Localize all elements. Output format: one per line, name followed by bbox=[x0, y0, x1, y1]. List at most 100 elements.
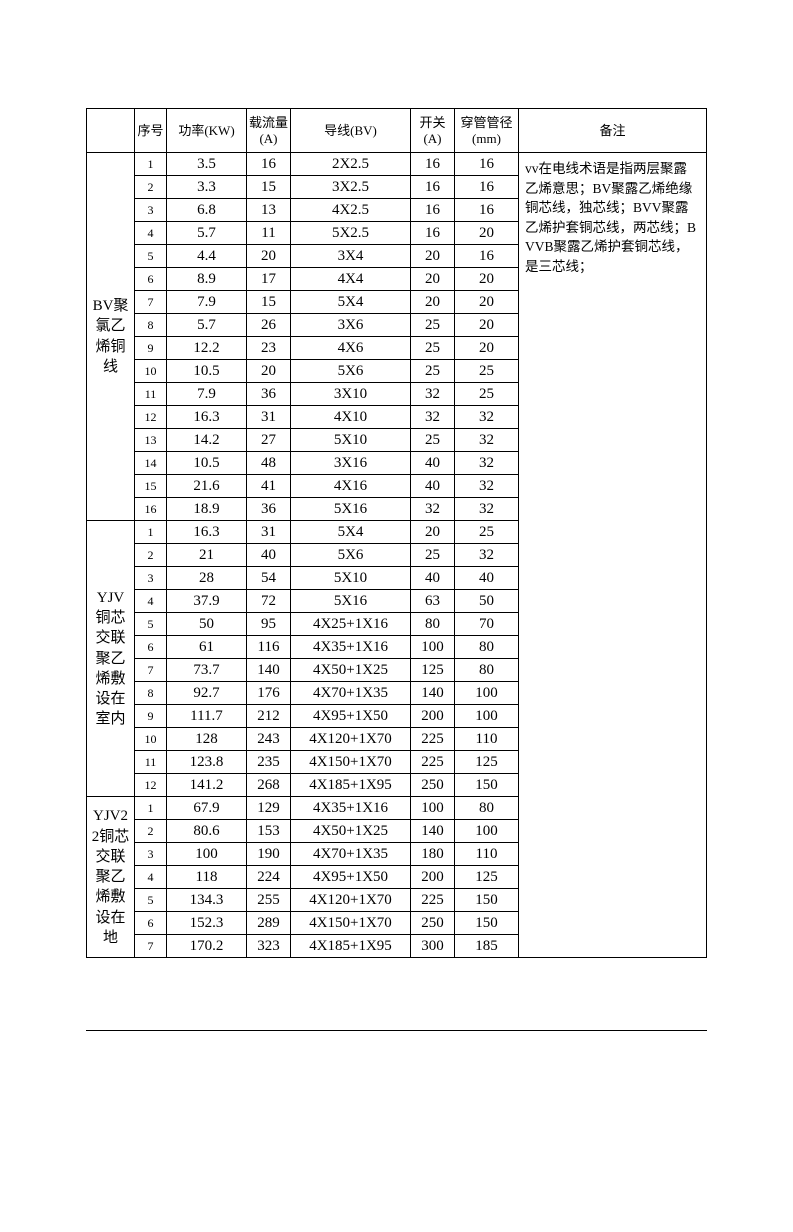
cell-pipe: 32 bbox=[455, 498, 519, 521]
cell-switch: 25 bbox=[411, 337, 455, 360]
cell-switch: 80 bbox=[411, 613, 455, 636]
cell-wire: 3X6 bbox=[291, 314, 411, 337]
cell-wire: 4X35+1X16 bbox=[291, 636, 411, 659]
cell-power: 21.6 bbox=[167, 475, 247, 498]
cell-ampacity: 15 bbox=[247, 176, 291, 199]
cell-ampacity: 323 bbox=[247, 935, 291, 958]
cell-seq: 6 bbox=[135, 912, 167, 935]
cell-wire: 4X95+1X50 bbox=[291, 866, 411, 889]
cell-pipe: 150 bbox=[455, 889, 519, 912]
cell-wire: 3X2.5 bbox=[291, 176, 411, 199]
cell-seq: 4 bbox=[135, 590, 167, 613]
cell-pipe: 32 bbox=[455, 475, 519, 498]
cell-seq: 10 bbox=[135, 360, 167, 383]
cell-switch: 250 bbox=[411, 912, 455, 935]
cell-wire: 4X95+1X50 bbox=[291, 705, 411, 728]
header-power: 功率(KW) bbox=[167, 109, 247, 153]
cell-pipe: 110 bbox=[455, 843, 519, 866]
cell-power: 3.5 bbox=[167, 153, 247, 176]
cell-power: 18.9 bbox=[167, 498, 247, 521]
cell-ampacity: 23 bbox=[247, 337, 291, 360]
cell-switch: 32 bbox=[411, 498, 455, 521]
cell-ampacity: 27 bbox=[247, 429, 291, 452]
cell-seq: 1 bbox=[135, 797, 167, 820]
cell-power: 7.9 bbox=[167, 291, 247, 314]
cable-spec-table: 序号 功率(KW) 载流量(A) 导线(BV) 开关(A) 穿管管径(mm) 备… bbox=[86, 108, 707, 958]
cell-power: 10.5 bbox=[167, 360, 247, 383]
cell-switch: 25 bbox=[411, 544, 455, 567]
cell-pipe: 16 bbox=[455, 245, 519, 268]
cell-pipe: 16 bbox=[455, 153, 519, 176]
cell-pipe: 25 bbox=[455, 521, 519, 544]
cell-ampacity: 255 bbox=[247, 889, 291, 912]
cell-wire: 4X16 bbox=[291, 475, 411, 498]
cell-pipe: 150 bbox=[455, 774, 519, 797]
cell-power: 128 bbox=[167, 728, 247, 751]
cell-power: 123.8 bbox=[167, 751, 247, 774]
cell-pipe: 50 bbox=[455, 590, 519, 613]
cell-switch: 40 bbox=[411, 475, 455, 498]
cell-wire: 4X70+1X35 bbox=[291, 682, 411, 705]
cell-wire: 4X2.5 bbox=[291, 199, 411, 222]
cell-seq: 5 bbox=[135, 613, 167, 636]
cell-pipe: 150 bbox=[455, 912, 519, 935]
cell-switch: 20 bbox=[411, 268, 455, 291]
cell-power: 5.7 bbox=[167, 314, 247, 337]
cell-pipe: 20 bbox=[455, 337, 519, 360]
cell-seq: 3 bbox=[135, 843, 167, 866]
cell-switch: 40 bbox=[411, 452, 455, 475]
cell-wire: 4X185+1X95 bbox=[291, 935, 411, 958]
cell-wire: 4X120+1X70 bbox=[291, 728, 411, 751]
cell-wire: 4X120+1X70 bbox=[291, 889, 411, 912]
cell-power: 12.2 bbox=[167, 337, 247, 360]
cell-power: 170.2 bbox=[167, 935, 247, 958]
cell-ampacity: 16 bbox=[247, 153, 291, 176]
cell-wire: 4X150+1X70 bbox=[291, 751, 411, 774]
cell-seq: 9 bbox=[135, 705, 167, 728]
cell-seq: 8 bbox=[135, 314, 167, 337]
header-type bbox=[87, 109, 135, 153]
cell-wire: 4X70+1X35 bbox=[291, 843, 411, 866]
cell-seq: 8 bbox=[135, 682, 167, 705]
cell-power: 100 bbox=[167, 843, 247, 866]
cell-ampacity: 20 bbox=[247, 245, 291, 268]
header-switch: 开关(A) bbox=[411, 109, 455, 153]
cell-pipe: 32 bbox=[455, 429, 519, 452]
cell-ampacity: 15 bbox=[247, 291, 291, 314]
cell-wire: 4X50+1X25 bbox=[291, 659, 411, 682]
cell-switch: 125 bbox=[411, 659, 455, 682]
cell-wire: 5X2.5 bbox=[291, 222, 411, 245]
cell-pipe: 25 bbox=[455, 360, 519, 383]
cell-pipe: 125 bbox=[455, 866, 519, 889]
cell-switch: 225 bbox=[411, 728, 455, 751]
cell-switch: 16 bbox=[411, 153, 455, 176]
cell-ampacity: 41 bbox=[247, 475, 291, 498]
cell-switch: 225 bbox=[411, 889, 455, 912]
cell-power: 16.3 bbox=[167, 521, 247, 544]
cell-ampacity: 11 bbox=[247, 222, 291, 245]
header-seq: 序号 bbox=[135, 109, 167, 153]
cell-pipe: 20 bbox=[455, 222, 519, 245]
cell-ampacity: 224 bbox=[247, 866, 291, 889]
cell-switch: 100 bbox=[411, 797, 455, 820]
cell-wire: 2X2.5 bbox=[291, 153, 411, 176]
cell-wire: 3X4 bbox=[291, 245, 411, 268]
cell-power: 152.3 bbox=[167, 912, 247, 935]
cell-power: 28 bbox=[167, 567, 247, 590]
cell-pipe: 16 bbox=[455, 176, 519, 199]
cell-seq: 4 bbox=[135, 222, 167, 245]
cell-wire: 5X10 bbox=[291, 567, 411, 590]
cell-wire: 4X150+1X70 bbox=[291, 912, 411, 935]
cell-power: 6.8 bbox=[167, 199, 247, 222]
cell-seq: 11 bbox=[135, 383, 167, 406]
header-wire: 导线(BV) bbox=[291, 109, 411, 153]
cell-power: 16.3 bbox=[167, 406, 247, 429]
note-cell: vv在电线术语是指两层聚露乙烯意思；BV聚露乙烯绝缘铜芯线，独芯线；BVV聚露乙… bbox=[519, 153, 707, 958]
cell-seq: 11 bbox=[135, 751, 167, 774]
cell-ampacity: 17 bbox=[247, 268, 291, 291]
cell-ampacity: 190 bbox=[247, 843, 291, 866]
cell-seq: 6 bbox=[135, 636, 167, 659]
cell-ampacity: 268 bbox=[247, 774, 291, 797]
cell-power: 134.3 bbox=[167, 889, 247, 912]
section-label: BV聚氯乙烯铜线 bbox=[87, 153, 135, 521]
